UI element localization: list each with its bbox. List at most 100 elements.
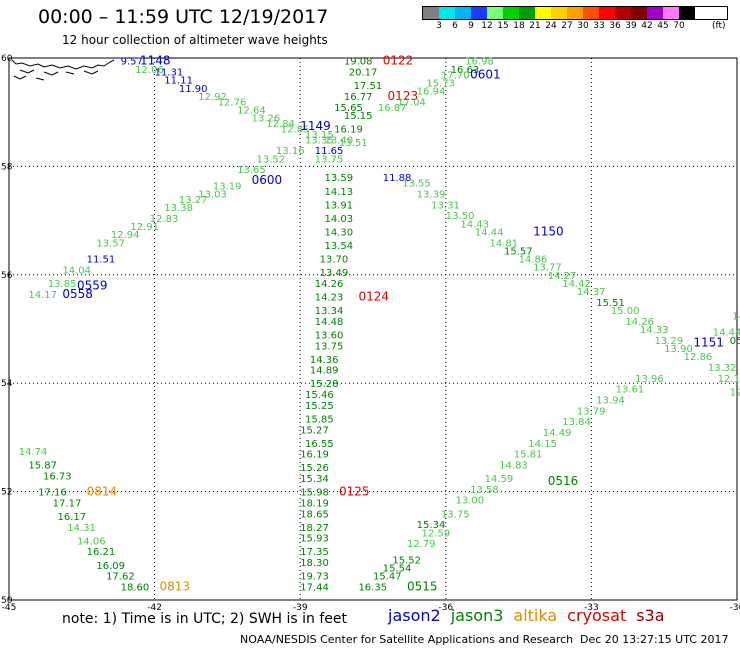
wave-height-value: 13.70 <box>320 255 349 266</box>
wave-height-value: 14.83 <box>499 461 528 472</box>
wave-height-value: 13.94 <box>596 395 625 406</box>
wave-height-value: 16.17 <box>58 512 87 523</box>
pass-time-label: 1151 <box>693 336 724 350</box>
pass-time-label: 0814 <box>87 485 118 499</box>
wave-height-value: 18.60 <box>121 582 150 593</box>
pass-time-label: 0559 <box>77 279 108 293</box>
wave-height-value: 15.54 <box>383 563 412 574</box>
longitude-tick-label: -45 <box>2 603 17 613</box>
scale-tick-label: 18 <box>513 21 525 31</box>
map-grid <box>8 57 738 601</box>
wave-height-value: 11.31 <box>155 68 184 79</box>
scale-swatch <box>599 7 615 19</box>
wave-height-value: 17.70 <box>441 70 470 81</box>
wave-height-value: 15.00 <box>611 306 640 317</box>
wave-height-value: 14.06 <box>77 536 106 547</box>
wave-height-value: 12.59 <box>422 528 451 539</box>
wave-height-value: 15.15 <box>344 111 373 122</box>
pass-time-label: 0601 <box>470 67 501 81</box>
footer-credit: NOAA/NESDIS Center for Satellite Applica… <box>240 633 574 646</box>
pass-time-label: 0122 <box>383 54 414 68</box>
wave-height-value: 13.03 <box>198 190 227 201</box>
scale-tick-label: 45 <box>657 21 669 31</box>
wave-height-value: 05 <box>730 336 740 347</box>
pass-time-label: 1150 <box>533 224 564 238</box>
wave-height-value: 16.94 <box>417 87 446 98</box>
map-frame <box>8 57 738 601</box>
wave-height-value: 15.51 <box>596 298 625 309</box>
satellite-legend: jason2 jason3 altika cryosat s3a <box>388 606 675 625</box>
latitude-tick-label: 50 <box>1 596 13 606</box>
wave-height-value: 14.74 <box>19 447 48 458</box>
wave-height-value: 17.35 <box>300 547 329 558</box>
scale-swatch <box>535 7 551 19</box>
wave-height-value: 17.62 <box>106 572 135 583</box>
scale-swatch <box>503 7 519 19</box>
wave-height-value: 14.59 <box>485 474 514 485</box>
wave-height-value: 13.19 <box>213 181 242 192</box>
wave-height-value: 14.6 <box>732 311 740 322</box>
wave-height-value: 13.50 <box>446 211 475 222</box>
color-scale-labels: (ft) 3 6 9 12 15 18 21 24 27 30 33 36 39 42 45 70 <box>422 20 728 32</box>
wave-height-value: 13.26 <box>252 114 281 125</box>
wave-height-value: 12.64 <box>237 105 266 116</box>
wave-height-value: 13.00 <box>456 496 485 507</box>
scale-tick-label: 6 <box>452 21 458 31</box>
scale-swatch <box>551 7 567 19</box>
scale-tick-label: 36 <box>609 21 621 31</box>
pass-time-label: 0124 <box>358 289 389 303</box>
wave-height-value: 14.37 <box>577 287 606 298</box>
wave-height-value: 14.17 <box>28 290 57 301</box>
wave-height-value: 20.17 <box>349 68 378 79</box>
wave-height-value: 15.85 <box>305 414 334 425</box>
wave-height-value: 14.43 <box>460 219 489 230</box>
wave-height-value: 13.51 <box>339 138 368 149</box>
wave-height-value: 11.65 <box>315 146 344 157</box>
wave-height-value: 19.08 <box>344 57 373 68</box>
wave-height-value: 13.16 <box>276 146 305 157</box>
wave-height-value: 14.81 <box>489 238 518 249</box>
wave-height-value: 15.81 <box>514 450 543 461</box>
scale-swatch <box>647 7 663 19</box>
longitude-tick-label: -30 <box>730 603 740 613</box>
pass-time-label: 0125 <box>339 485 370 499</box>
wave-height-value: 12.11 <box>718 374 740 385</box>
wave-height-value: 12.76 <box>218 97 247 108</box>
wave-height-value: 15.27 <box>300 425 329 436</box>
scale-tick-label: 9 <box>468 21 474 31</box>
greenland-coastline <box>11 59 115 81</box>
wave-height-value: 17.17 <box>53 498 82 509</box>
wave-height-value: 12.91 <box>130 222 159 233</box>
wave-height-value: 18.30 <box>300 558 329 569</box>
wave-height-value: 14.30 <box>324 227 353 238</box>
wave-height-value: 13.77 <box>533 263 562 274</box>
wave-height-value: 13.52 <box>257 154 286 165</box>
wave-height-value: 13.96 <box>635 374 664 385</box>
wave-height-value: 16.19 <box>334 124 363 135</box>
latitude-tick-label: 56 <box>1 271 13 281</box>
wave-height-value: 14.26 <box>315 279 344 290</box>
latitude-tick-label: 52 <box>1 488 12 498</box>
wave-height-value: 14.31 <box>67 523 96 534</box>
scale-tick-label: 70 <box>673 21 685 31</box>
scale-swatch <box>663 7 679 19</box>
wave-height-value: 15.25 <box>305 401 334 412</box>
wave-height-value: 13.59 <box>324 173 353 184</box>
wave-height-value: 12.92 <box>198 92 227 103</box>
wave-height-value: 12.5 <box>730 387 740 398</box>
wave-height-value: 18.27 <box>300 523 329 534</box>
legend-s3a: s3a <box>636 606 665 625</box>
wave-height-value: 18.65 <box>300 509 329 520</box>
wave-height-value: 15.47 <box>373 572 402 583</box>
wave-height-value: 14.15 <box>528 439 557 450</box>
wave-height-value: 13.75 <box>441 509 470 520</box>
wave-height-value: 13.57 <box>96 238 125 249</box>
wave-height-value: 16.73 <box>43 471 72 482</box>
wave-height-value: 14.44 <box>713 328 740 339</box>
wave-height-value: 13.54 <box>324 241 353 252</box>
latitude-tick-label: 54 <box>1 379 13 389</box>
scale-tick-label: 27 <box>561 21 573 31</box>
wave-height-value: 16.87 <box>378 103 407 114</box>
wave-height-value: 15.34 <box>300 474 329 485</box>
scale-tick-label: 33 <box>593 21 605 31</box>
